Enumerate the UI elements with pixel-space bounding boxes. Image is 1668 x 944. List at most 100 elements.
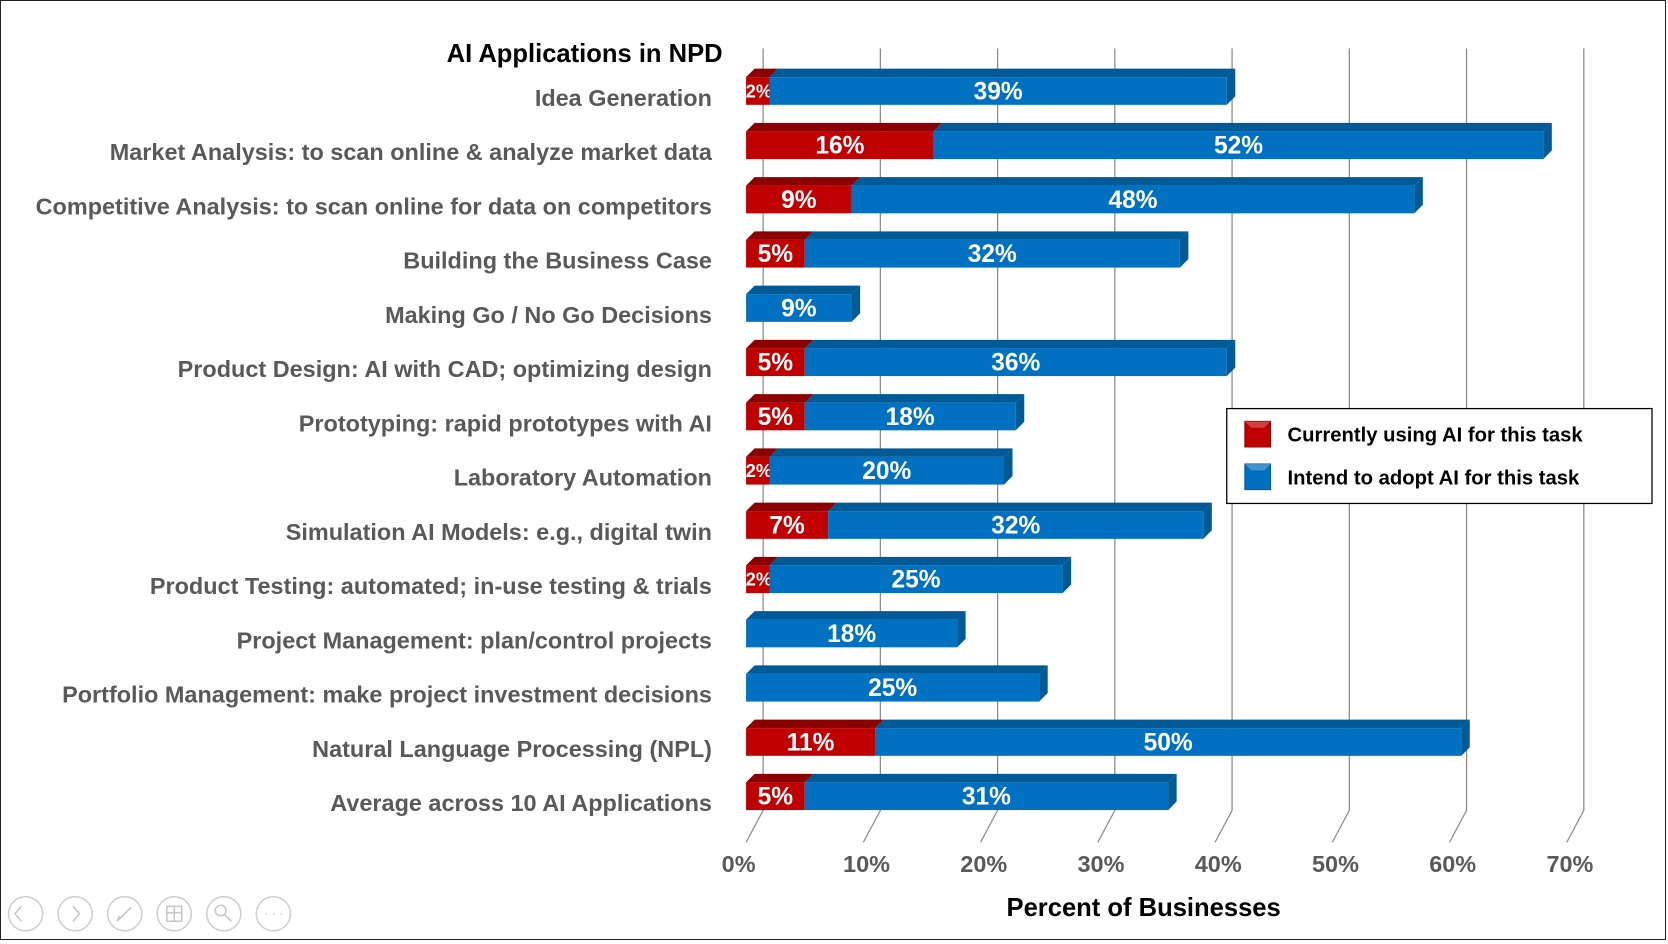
bar-top-face [875,719,1470,729]
previous-icon-glyph [13,905,22,922]
data-label: 16% [815,133,864,160]
bar-current [746,565,770,594]
bar-top-face [746,285,861,295]
bar-top-face [746,773,814,783]
category-label: Project Management: plan/control project… [237,627,712,653]
category-label: Product Testing: automated; in-use testi… [150,573,712,599]
zoom-icon[interactable] [205,895,242,932]
bar-intend [804,782,1169,811]
slides-icon[interactable] [156,895,193,932]
bar-side-face [1003,448,1013,485]
bar-top-face [746,502,837,512]
bar-top-face [746,665,1048,674]
bar-intend [746,673,1040,702]
data-label: 31% [962,784,1011,811]
x-tick-label: 20% [960,851,1007,877]
bar-current [746,131,934,160]
gridline [1448,48,1468,843]
data-label: 9% [781,295,817,322]
data-label: 52% [1214,133,1263,160]
bar-top-face [804,394,1025,403]
more-icon[interactable] [255,895,292,932]
bar-intend [804,348,1227,377]
data-label: 11% [787,729,835,756]
category-label: Laboratory Automation [454,465,712,491]
category-label: Market Analysis: to scan online & analyz… [110,139,713,165]
data-label: 5% [758,404,794,431]
category-label: Product Design: AI with CAD; optimizing … [178,356,712,382]
bar-side-face [1179,231,1189,268]
data-label: 39% [974,78,1023,105]
pen-icon[interactable] [106,895,143,932]
data-label: 9% [781,187,817,214]
bar-top-face [804,231,1189,240]
data-label: 2% [746,461,772,481]
category-label: Idea Generation [535,85,712,111]
data-label: 18% [827,621,876,648]
data-label: 2% [746,81,772,101]
data-label: 48% [1108,187,1157,214]
bar-top-face [746,231,814,240]
slides-icon-glyph [166,905,183,923]
next-icon[interactable] [57,895,93,932]
bar-intend [769,565,1063,594]
bar-current [746,511,829,539]
legend-swatch-bevel [1244,464,1271,471]
bar-side-face [1461,719,1470,756]
bar-top-face [746,394,814,403]
bar-side-face [851,285,861,322]
bar-intend [746,619,958,648]
bar-top-face [933,122,1552,132]
bar-intend [804,402,1016,431]
x-tick-label: 50% [1312,851,1359,877]
bar-top-face [746,448,779,457]
previous-icon[interactable] [7,895,44,932]
category-label: Building the Business Case [403,248,712,274]
data-label: 36% [991,350,1040,377]
gridline [1097,48,1116,843]
legend-swatch [1244,420,1271,448]
pen-icon-glyph [116,906,132,922]
category-label: Making Go / No Go Decisions [385,302,712,328]
bar-side-face [1039,665,1048,702]
bar-side-face [1062,556,1072,594]
bar-side-face [1226,339,1236,377]
bar-side-face [1543,122,1552,160]
bar-side-face [1203,502,1212,539]
bar-side-face [1168,773,1177,811]
legend-swatch-bevel [1244,421,1271,428]
bar-top-face [769,68,1236,78]
bar-current [746,77,770,105]
bar-top-face [746,68,779,78]
bar-top-face [746,339,814,349]
bar-current [746,456,770,485]
bar-side-face [1015,394,1025,431]
bar-current [746,348,805,377]
bar-current [746,402,805,431]
data-label: 32% [968,241,1017,268]
bar-intend [851,185,1415,214]
category-label: Simulation AI Models: e.g., digital twin [286,519,712,545]
bar-side-face [1226,68,1236,105]
chart-title: AI Applications in NPD [447,40,723,68]
data-label: 32% [991,512,1040,539]
bar-top-face [746,177,861,186]
bar-top-face [769,556,1072,566]
bar-intend [828,511,1204,539]
data-label: 50% [1144,729,1193,756]
category-label: Natural Language Processing (NPL) [312,736,712,762]
next-icon-glyph [72,905,81,922]
data-label: 5% [758,784,794,811]
nav-button-circle [57,895,93,932]
bar-side-face [957,611,966,648]
gridline [1214,48,1233,843]
x-tick-label: 70% [1546,851,1593,877]
nav-button-circle [205,895,242,932]
bar-current [746,782,805,811]
gridline [979,48,999,843]
bar-top-face [746,122,943,132]
legend-swatch [1244,463,1271,491]
zoom-icon-glyph [214,904,232,922]
category-label: Portfolio Management: make project inves… [62,682,712,708]
